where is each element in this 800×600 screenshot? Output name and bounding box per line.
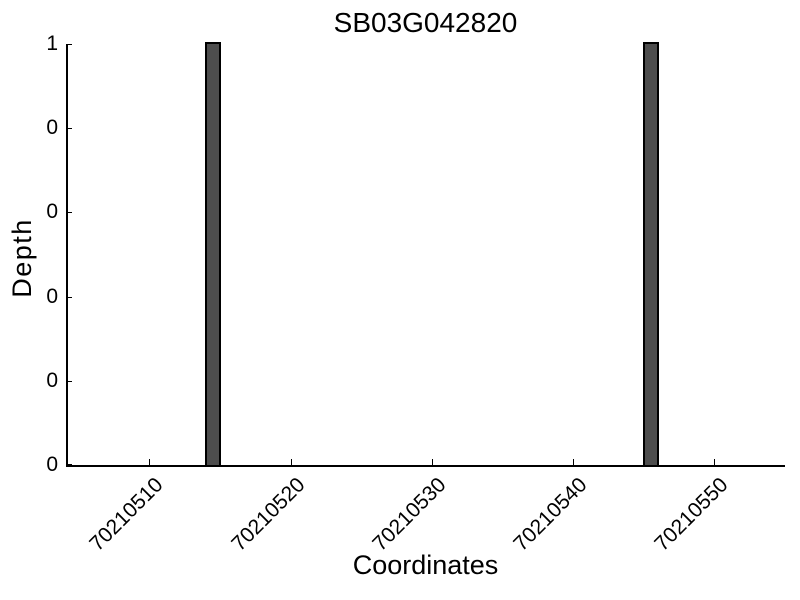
chart-title: SB03G042820 [333, 7, 518, 38]
y-tick-mark [66, 128, 72, 130]
x-tick-label: 70210540 [509, 473, 592, 556]
y-tick-label: 0 [46, 116, 58, 140]
y-tick-mark [66, 212, 72, 214]
x-tick-mark [149, 459, 151, 465]
bar [204, 42, 221, 465]
x-axis-title: Coordinates [352, 550, 499, 580]
y-tick-mark [66, 44, 72, 45]
x-tick-mark [290, 459, 292, 465]
bar [642, 42, 659, 465]
y-tick-mark [66, 296, 72, 298]
plot-area [66, 42, 785, 465]
y-tick-label: 0 [46, 368, 58, 392]
y-tick-mark [66, 380, 72, 382]
x-tick-mark [714, 459, 716, 465]
x-tick-label: 70210510 [85, 473, 168, 556]
y-tick-label: 1 [46, 32, 58, 55]
y-tick-label: 0 [46, 284, 58, 308]
x-tick-label: 70210530 [368, 473, 451, 556]
x-tick-label: 70210550 [650, 473, 733, 556]
x-tick-label: 70210520 [226, 473, 310, 556]
x-tick-mark [431, 459, 433, 465]
x-axis-line [66, 465, 785, 467]
y-tick-label: 0 [46, 200, 58, 224]
y-tick-mark [66, 464, 72, 465]
x-tick-mark [573, 459, 575, 465]
y-axis-line [66, 44, 68, 467]
y-axis-title: Depth [7, 218, 37, 298]
y-tick-label: 0 [46, 453, 58, 476]
